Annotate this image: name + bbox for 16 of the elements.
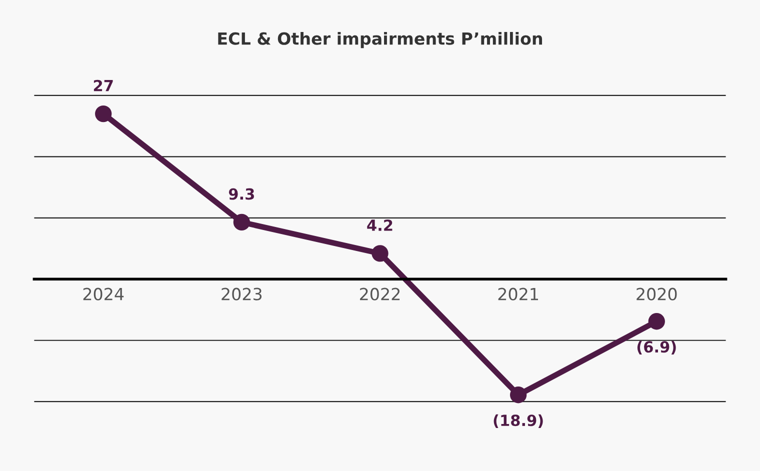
x-tick-label: 2024: [83, 288, 124, 300]
x-tick-label: 2021: [498, 288, 538, 300]
x-tick-label: 2023: [222, 288, 262, 300]
point: [510, 386, 527, 404]
point: [95, 105, 112, 122]
data-label: (18.9): [494, 414, 543, 428]
data-label: 4.2: [367, 219, 392, 231]
point: [372, 245, 388, 262]
data-label: 27: [94, 80, 113, 92]
x-tick-label: 2020: [636, 288, 677, 300]
chart-title: ECL & Other impairments P’million: [218, 32, 542, 48]
data-label: (6.9): [637, 340, 676, 354]
point: [233, 214, 250, 231]
x-tick-label: 2022: [360, 288, 400, 300]
point: [648, 313, 665, 330]
data-label: 9.3: [228, 188, 254, 200]
